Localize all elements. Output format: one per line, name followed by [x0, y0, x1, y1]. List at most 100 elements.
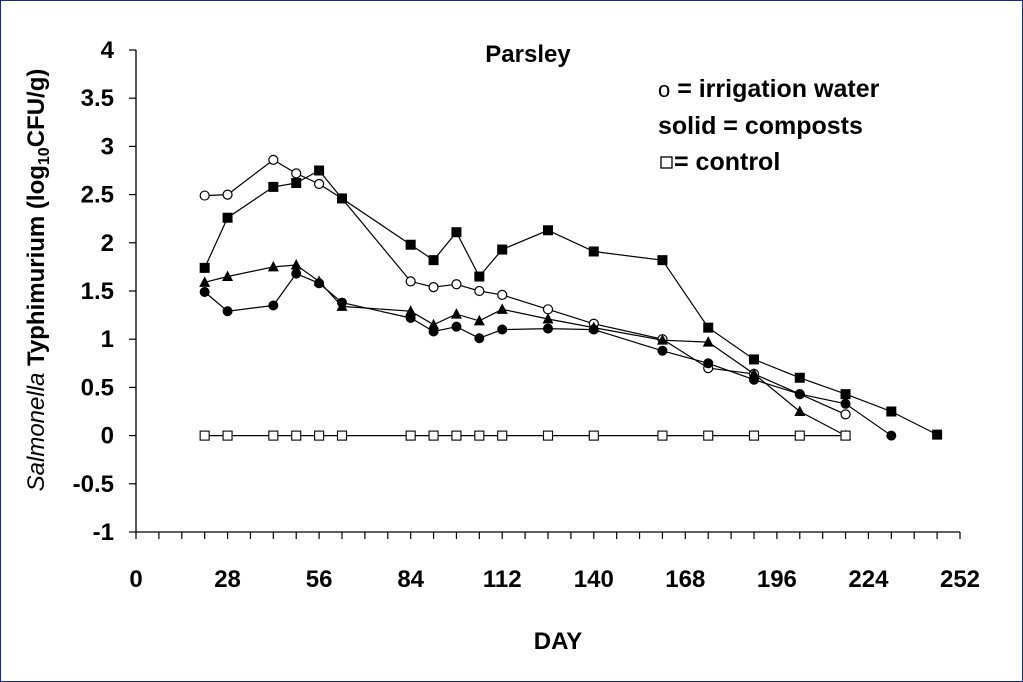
data-point-filled-square: [268, 181, 279, 192]
data-point-filled-circle: [428, 326, 439, 337]
y-tick-label: 1: [101, 326, 114, 353]
data-point-open-square: [451, 430, 462, 441]
data-point-open-circle: [542, 304, 554, 315]
legend-open-circle-symbol: o: [658, 77, 670, 102]
data-point-filled-square: [291, 178, 302, 189]
data-point-open-circle: [840, 409, 851, 420]
data-point-filled-circle: [497, 324, 508, 335]
data-point-filled-circle: [474, 333, 485, 344]
x-tick-label: 224: [848, 566, 889, 593]
data-point-filled-triangle: [222, 270, 234, 282]
data-point-open-circle: [199, 190, 210, 201]
y-tick-label: 0: [101, 423, 114, 450]
data-point-filled-square: [474, 271, 485, 282]
data-point-open-square: [588, 430, 599, 441]
data-point-filled-square: [222, 212, 233, 223]
data-point-filled-circle: [749, 374, 759, 385]
data-point-filled-circle: [588, 324, 599, 335]
legend: o = irrigation water solid = composts = …: [658, 75, 880, 176]
y-tick-label: 4: [101, 37, 115, 64]
data-point-filled-square: [794, 372, 805, 383]
data-point-filled-circle: [703, 358, 714, 369]
data-point-open-square: [748, 430, 760, 441]
data-point-filled-square: [749, 354, 759, 365]
data-point-open-square: [703, 430, 714, 441]
data-point-filled-circle: [543, 323, 553, 334]
data-point-filled-circle: [657, 345, 668, 356]
data-point-filled-square: [405, 239, 416, 250]
series-filled-square: [199, 165, 943, 440]
data-point-open-square: [291, 430, 302, 441]
data-point-filled-triangle: [702, 336, 714, 347]
data-point-open-circle: [497, 289, 508, 300]
y-tick-label: -1: [93, 519, 114, 546]
data-point-filled-square: [657, 255, 668, 266]
x-axis-title: DAY: [534, 628, 582, 655]
data-point-filled-square: [886, 406, 897, 417]
y-axis-title: Salmonella Typhimurium (log10CFU/g): [23, 69, 53, 492]
axes: 0 28 56 84 112 140 168 196 224 252 -1 -0.5 0 0.5 1 1.5 2…: [73, 37, 980, 593]
data-point-filled-square: [543, 225, 553, 236]
legend-line-2: solid = composts: [658, 112, 863, 140]
y-tick-label: 1.5: [81, 278, 114, 305]
series-line-filled-square: [204, 169, 938, 436]
data-point-filled-triangle: [199, 276, 211, 287]
data-point-open-square: [497, 430, 508, 441]
y-tick-label: 0.5: [81, 374, 114, 401]
data-point-filled-triangle: [405, 305, 417, 316]
data-point-open-square: [336, 430, 348, 441]
data-point-filled-circle: [794, 389, 805, 400]
data-point-filled-circle: [291, 268, 302, 279]
series-open-circle: [199, 154, 851, 420]
data-point-filled-circle: [268, 300, 279, 311]
x-tick-label: 28: [214, 566, 241, 593]
data-point-filled-square: [840, 389, 851, 400]
data-point-filled-square: [451, 227, 462, 238]
data-point-open-circle: [314, 178, 325, 190]
data-point-open-circle: [222, 189, 233, 200]
series-filled-triangle: [199, 258, 852, 441]
y-axis-title-main: Typhimurium (log: [23, 165, 50, 373]
data-point-filled-circle: [451, 321, 462, 332]
data-point-open-square: [314, 430, 325, 441]
data-point-open-circle: [268, 154, 279, 165]
x-tick-label: 0: [129, 566, 142, 593]
data-point-open-circle: [405, 276, 416, 287]
legend-line-1: o = irrigation water: [658, 75, 880, 103]
data-point-open-square: [840, 430, 851, 441]
y-tick-label: 3: [101, 133, 114, 160]
series-layer: [199, 154, 943, 441]
data-point-filled-triangle: [428, 318, 440, 330]
data-point-filled-square: [199, 262, 210, 273]
data-point-open-square: [268, 430, 279, 441]
data-point-open-square: [794, 430, 805, 441]
x-tick-label: 84: [397, 566, 424, 593]
series-filled-circle: [199, 268, 897, 441]
data-point-filled-square: [703, 322, 714, 333]
x-tick-label: 252: [940, 566, 980, 593]
data-point-open-circle: [291, 168, 302, 179]
data-point-open-square: [199, 430, 210, 441]
data-point-filled-square: [932, 429, 943, 440]
data-point-open-circle: [451, 279, 462, 290]
data-point-filled-circle: [337, 297, 347, 308]
y-tick-label: 3.5: [81, 85, 114, 112]
data-point-filled-triangle: [267, 260, 279, 272]
x-tick-label: 112: [483, 566, 522, 593]
data-point-open-square: [405, 430, 416, 441]
data-point-filled-triangle: [290, 258, 302, 270]
data-point-open-square: [542, 430, 554, 441]
legend-open-square-icon: [660, 156, 673, 169]
data-point-open-square: [222, 430, 233, 441]
x-tick-label: 140: [574, 566, 614, 593]
legend-line-3: = control: [674, 148, 780, 176]
data-point-open-circle: [474, 285, 485, 297]
y-tick-label: 2.5: [81, 182, 114, 209]
data-point-filled-triangle: [656, 334, 668, 345]
data-point-filled-circle: [405, 312, 416, 323]
series-open-square: [199, 430, 851, 441]
data-point-filled-circle: [840, 398, 851, 409]
data-point-open-square: [657, 430, 668, 441]
